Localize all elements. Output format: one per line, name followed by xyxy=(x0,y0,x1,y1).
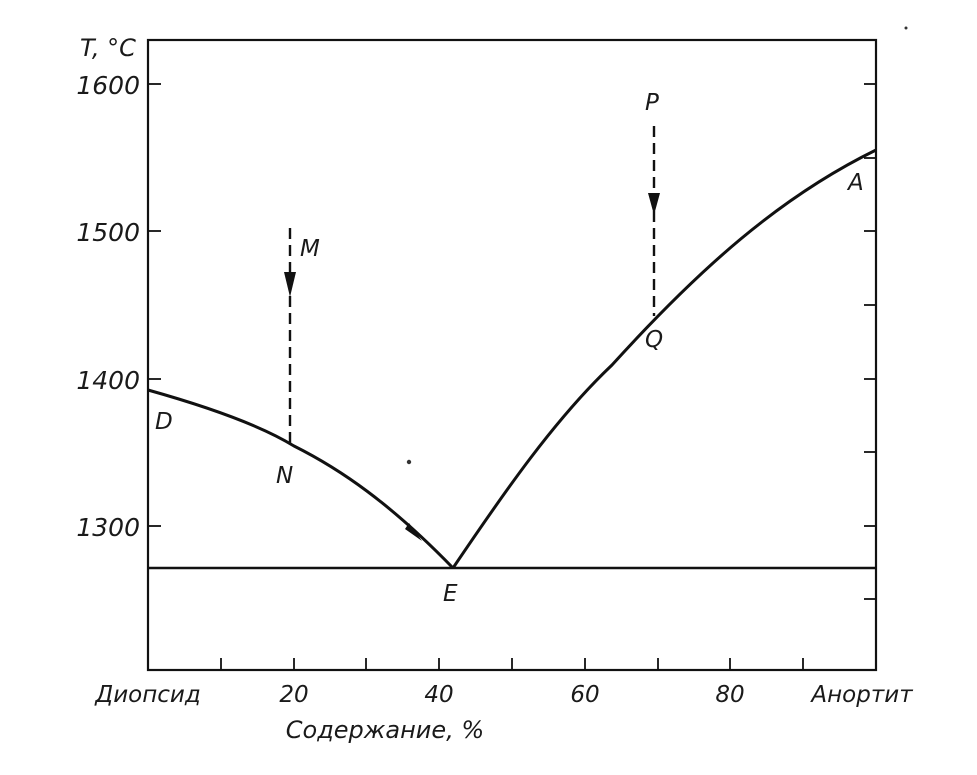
point-label-m: M xyxy=(300,236,320,262)
scan-specks xyxy=(406,26,908,465)
point-labels: P M A Q D N E xyxy=(155,90,864,607)
x-tick-label-20: 20 xyxy=(279,682,308,708)
y-tick-label-1500: 1500 xyxy=(76,218,140,247)
point-label-n: N xyxy=(276,463,293,489)
point-label-e: E xyxy=(443,581,458,607)
curve-arrowhead xyxy=(405,523,422,541)
x-tick-marks xyxy=(220,658,804,670)
curves xyxy=(147,148,877,570)
dashed-arrow-p-head xyxy=(648,193,660,215)
y-axis-title: T, °C xyxy=(80,34,136,62)
speck-2 xyxy=(904,26,908,30)
point-label-p: P xyxy=(645,90,659,116)
y-tick-label-1300: 1300 xyxy=(76,513,140,542)
speck-1 xyxy=(406,459,412,465)
y-tick-marks xyxy=(148,83,876,600)
liquidus-curve-diopside xyxy=(147,388,455,570)
x-tick-labels: Диопсид 20 40 60 80 Анортит xyxy=(94,682,913,708)
dashed-arrow-m-head xyxy=(284,272,296,297)
liquidus-curve-anorthite xyxy=(451,148,877,569)
point-label-q: Q xyxy=(645,327,663,353)
x-tick-label-80: 80 xyxy=(715,682,744,708)
x-axis-title: Содержание, % xyxy=(286,716,484,744)
point-label-d: D xyxy=(155,409,173,435)
y-tick-label-1600: 1600 xyxy=(76,71,140,100)
point-label-a: A xyxy=(846,170,864,196)
y-tick-labels: 1600 1500 1400 1300 xyxy=(76,71,140,542)
x-tick-label-60: 60 xyxy=(570,682,599,708)
y-tick-label-1400: 1400 xyxy=(76,366,140,395)
arrows xyxy=(284,126,660,541)
x-tick-label-diopside: Диопсид xyxy=(94,682,201,708)
plot-frame xyxy=(146,38,878,672)
x-tick-label-anorthite: Анортит xyxy=(809,682,913,708)
x-tick-label-40: 40 xyxy=(424,682,453,708)
